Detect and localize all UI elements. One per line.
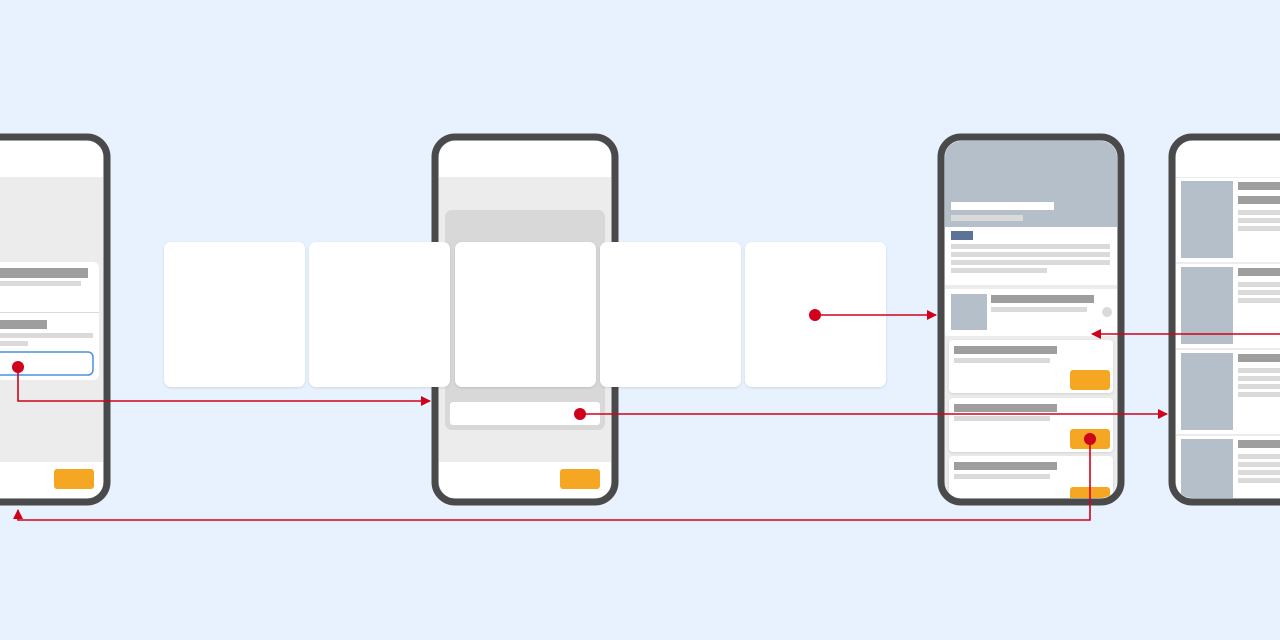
product-row[interactable] [945, 289, 1117, 336]
flow-form-to-carousel [17, 367, 431, 406]
phone-screen-3 [937, 133, 1125, 506]
carousel [164, 242, 886, 387]
list-item[interactable] [1176, 350, 1280, 434]
list-card[interactable] [949, 340, 1113, 393]
hero-image [945, 141, 1117, 227]
flow-start-dot [12, 361, 24, 373]
phone-screen-4 [1168, 133, 1280, 520]
flow-start-dot [1084, 433, 1096, 445]
category-tag [951, 231, 973, 240]
flow-start-dot [574, 408, 586, 420]
cta-button[interactable] [54, 469, 94, 489]
cta-button[interactable] [560, 469, 600, 489]
form-card [0, 262, 99, 380]
flow-detail-back-to-form [13, 439, 1091, 521]
text-input-field[interactable] [0, 351, 94, 376]
carousel-card[interactable] [309, 242, 450, 387]
phone-screen-1 [0, 133, 111, 506]
carousel-card[interactable] [600, 242, 741, 387]
carousel-input-field[interactable] [450, 402, 600, 425]
carousel-card[interactable] [164, 242, 305, 387]
list-item[interactable] [1176, 264, 1280, 348]
list-item[interactable] [1176, 178, 1280, 262]
list-card[interactable] [949, 398, 1113, 452]
flow-start-dot [809, 309, 821, 321]
list-item[interactable] [1176, 436, 1280, 520]
cta-button[interactable] [1070, 370, 1110, 390]
carousel-card[interactable] [455, 242, 596, 387]
flow-connectors [12, 309, 1280, 521]
